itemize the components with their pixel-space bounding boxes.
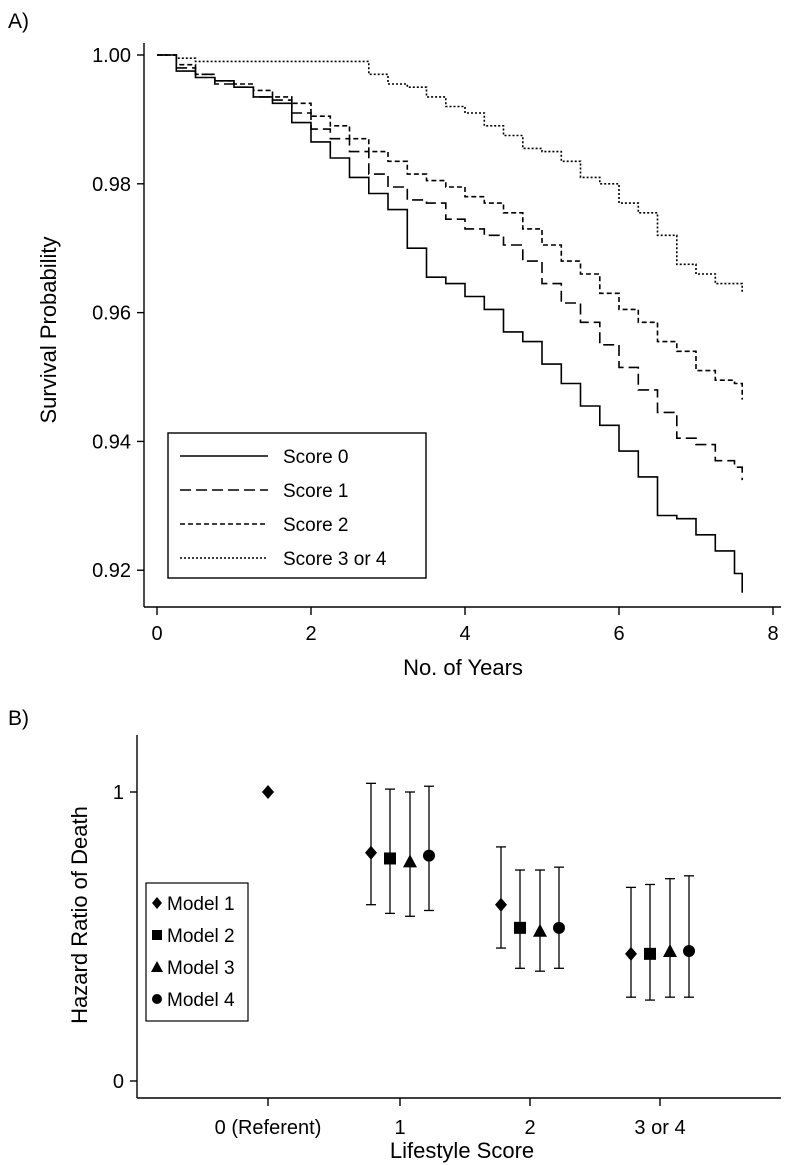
- survival-chart-legend-box: [167, 432, 427, 579]
- survival-chart-y-axis-title: Survival Probability: [36, 236, 61, 423]
- hazard-point-model-2: [644, 947, 656, 960]
- survival-curve-score-1: [157, 54, 743, 481]
- legend-label-score-0: Score 0: [283, 447, 348, 468]
- legend-marker-model-4: [152, 994, 162, 1004]
- hazard-point-model-2: [384, 852, 396, 865]
- hazard-point-model-1: [365, 845, 377, 860]
- hazard-point-model-3: [663, 943, 677, 957]
- legend-label-model-4: Model 4: [167, 990, 235, 1011]
- hazard-point-model-4: [553, 921, 565, 934]
- legend-label-score-1: Score 1: [283, 481, 348, 502]
- survival-chart-y-tick-label: 0.94: [92, 431, 131, 453]
- survival-chart-y-tick-label: 1.00: [92, 45, 131, 67]
- legend-label-score-2: Score 2: [283, 515, 348, 536]
- survival-chart-y-tick-label: 0.96: [92, 303, 131, 325]
- legend-label-model-2: Model 2: [167, 926, 235, 947]
- legend-label-model-1: Model 1: [167, 894, 235, 915]
- survival-chart-x-tick-label: 0: [151, 623, 162, 645]
- survival-chart-y-tick-label: 0.92: [92, 560, 131, 582]
- legend-marker-model-2: [152, 930, 162, 940]
- hazard-point-model-1: [495, 897, 507, 912]
- legend-marker-model-1: [152, 897, 162, 909]
- hazard-point-model-3: [533, 923, 547, 937]
- hazard-point-model-4: [423, 849, 435, 862]
- survival-chart-x-tick-label: 4: [459, 623, 470, 645]
- legend-marker-model-3: [151, 961, 163, 972]
- hazard-chart-x-tick-label: 2: [524, 1117, 535, 1139]
- hazard-point-model-4: [683, 944, 695, 957]
- legend-label-score-3-or-4: Score 3 or 4: [283, 549, 387, 570]
- hazard-chart-y-axis-title: Hazard Ratio of Death: [67, 806, 92, 1024]
- hazard-point-model-1: [262, 785, 274, 799]
- hazard-point-model-3: [403, 854, 417, 868]
- survival-chart-x-axis-title: No. of Years: [403, 655, 523, 680]
- legend-label-model-3: Model 3: [167, 958, 235, 979]
- survival-chart-x-tick-label: 8: [767, 623, 778, 645]
- panel-a-label: A): [8, 10, 29, 33]
- hazard-chart-legend: Model 1 Model 2 Model 3 Model 4: [145, 882, 249, 1022]
- hazard-chart-x-tick-label: 0 (Referent): [215, 1117, 322, 1139]
- hazard-chart-y-tick-label: 0: [113, 1071, 124, 1093]
- panel-b-label: B): [8, 707, 29, 730]
- hazard-chart-x-tick-label: 3 or 4: [634, 1117, 685, 1139]
- hazard-point-model-2: [514, 921, 526, 934]
- survival-chart-x-tick-label: 6: [613, 623, 624, 645]
- hazard-chart-x-tick-label: 1: [394, 1117, 405, 1139]
- survival-chart-legend: Score 0 Score 1 Score 2 Score 3 or 4: [167, 432, 427, 579]
- survival-chart-y-tick-label: 0.98: [92, 174, 131, 196]
- survival-curve-score-3-or-4: [157, 54, 743, 294]
- hazard-ratio-chart: 01 0 (Referent) 1 2 3 or 4 Lifestyle Score …: [67, 735, 781, 1163]
- survival-curve-score-2: [157, 54, 743, 400]
- hazard-chart-legend-box: [145, 882, 249, 1022]
- hazard-point-model-1: [625, 946, 637, 961]
- hazard-chart-x-axis-title: Lifestyle Score: [390, 1138, 534, 1163]
- hazard-chart-y-tick-label: 1: [113, 782, 124, 804]
- survival-chart-x-tick-label: 2: [305, 623, 316, 645]
